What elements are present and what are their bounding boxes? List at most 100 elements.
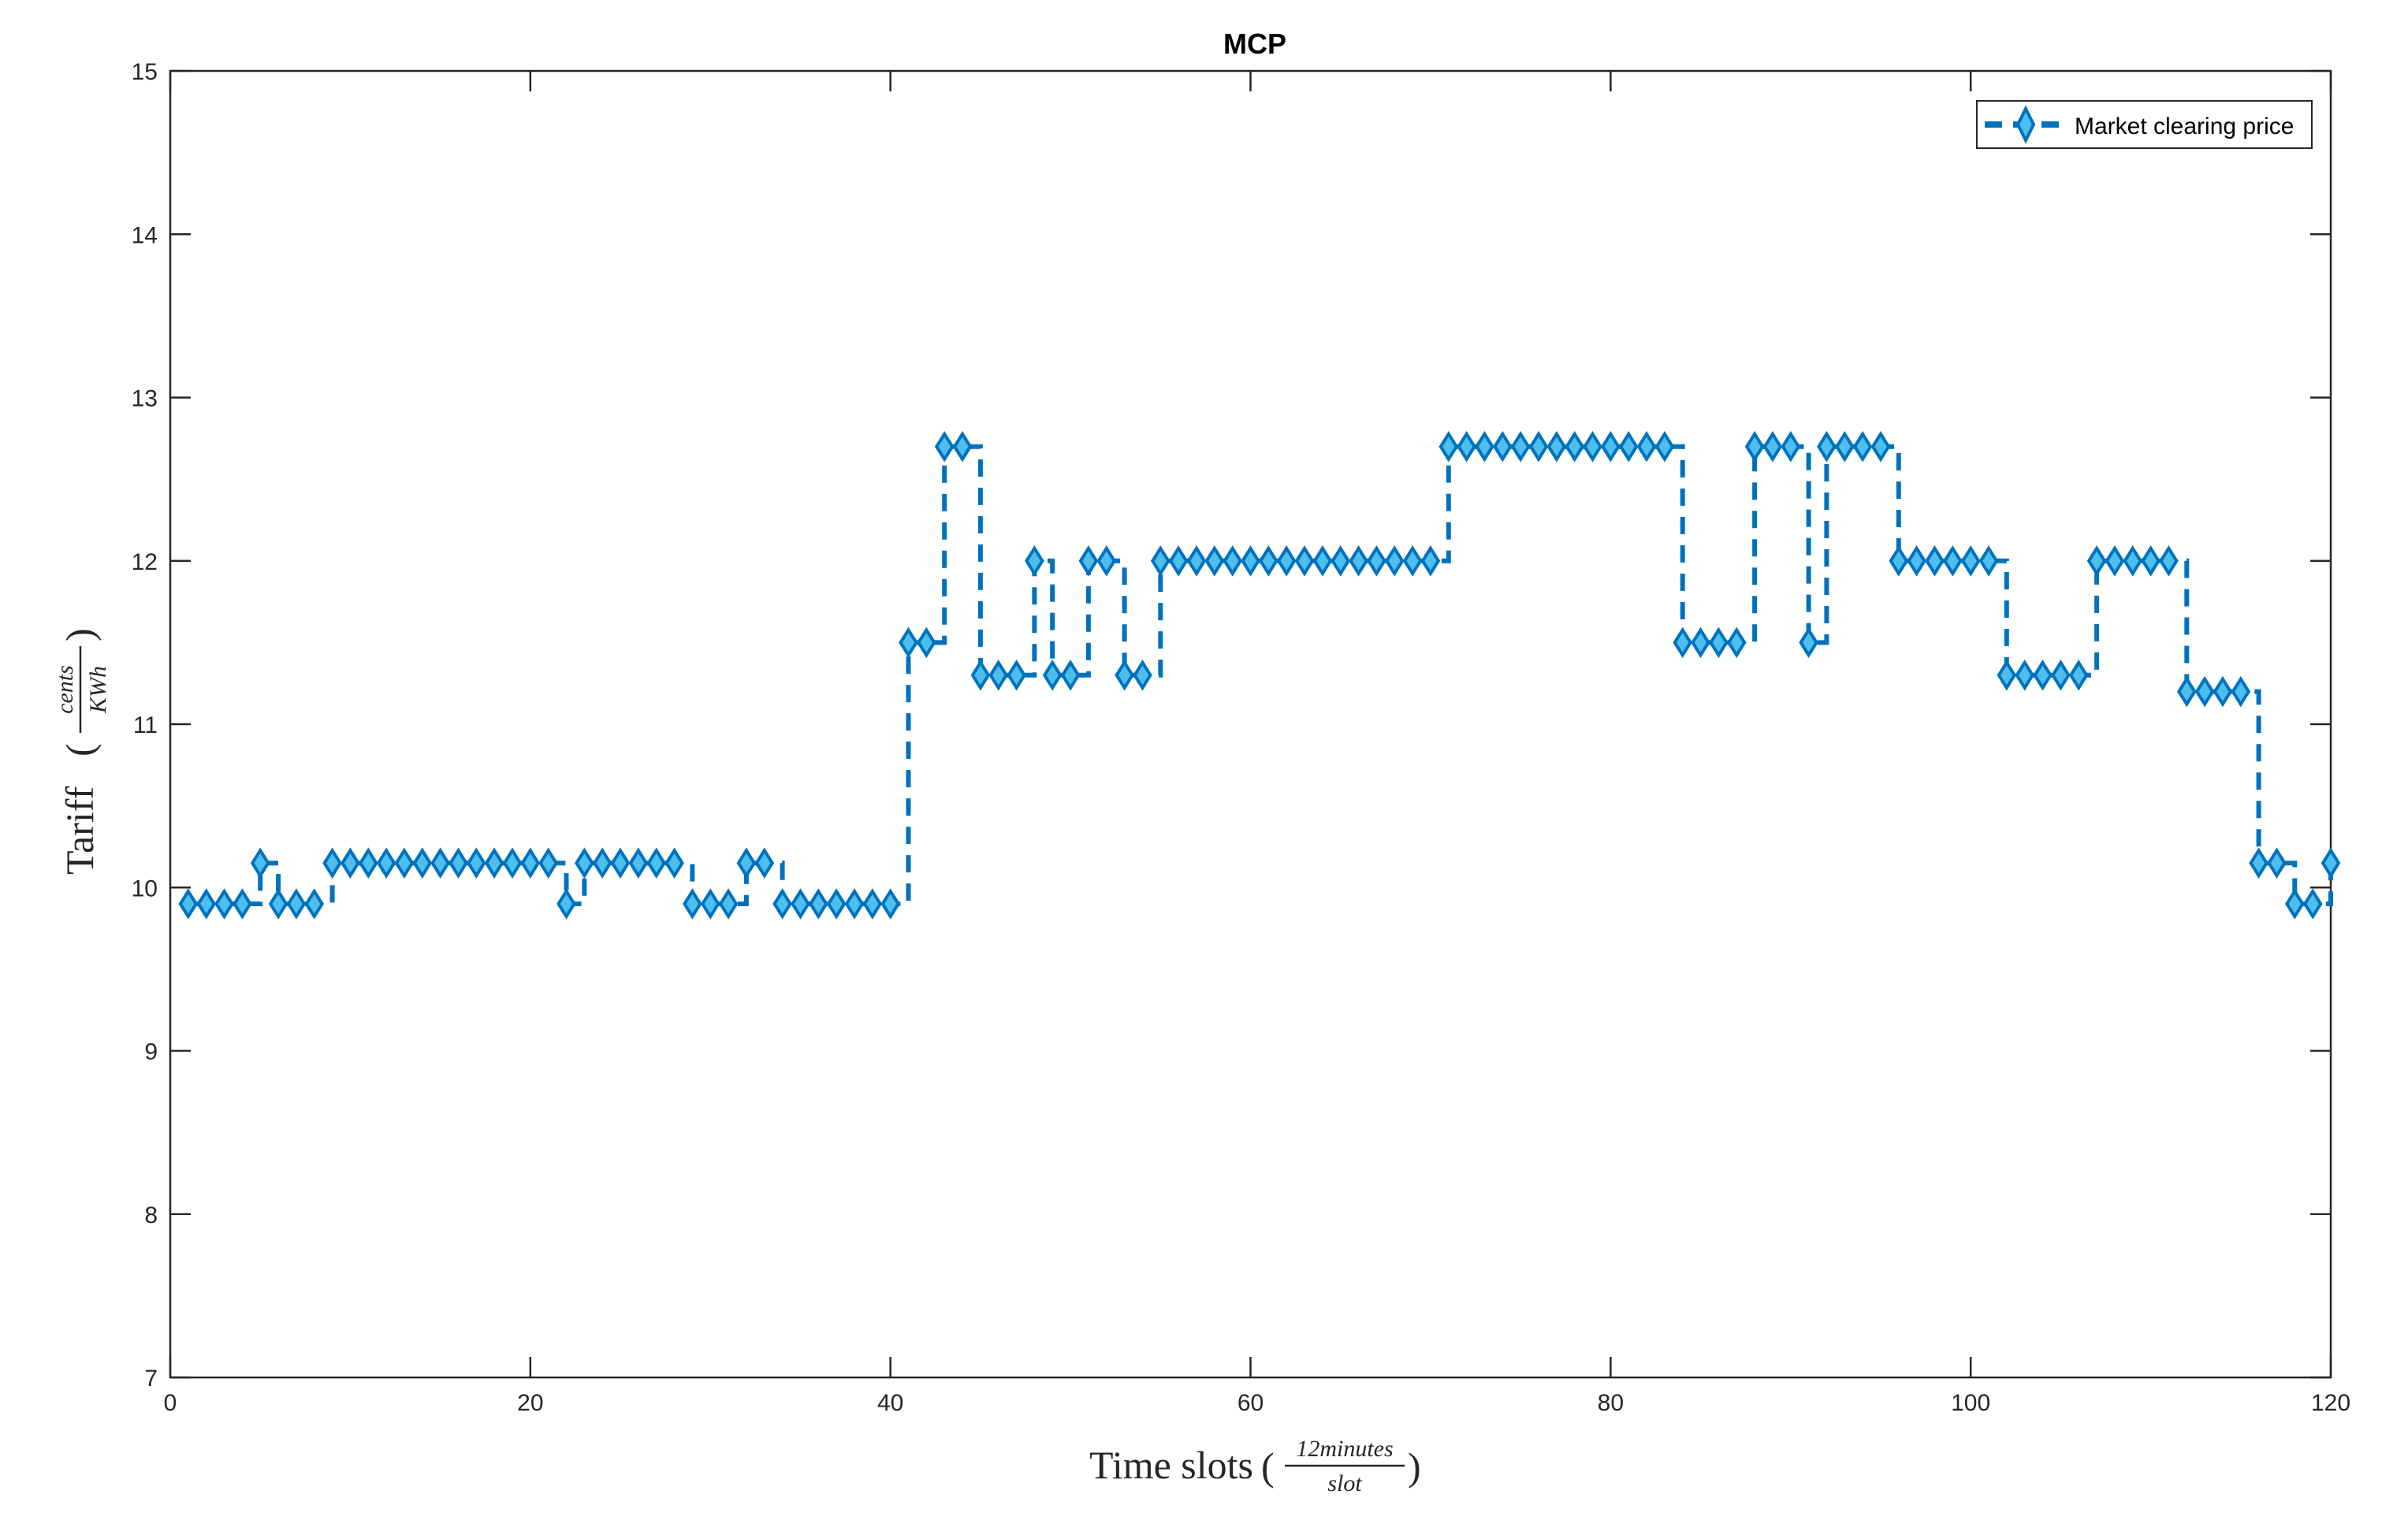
- legend-label: Market clearing price: [2075, 113, 2294, 139]
- y-tick-label: 13: [132, 386, 158, 412]
- data-point-marker: [286, 888, 307, 920]
- y-axis-label-paren-open: (: [58, 743, 102, 756]
- data-point-marker: [341, 847, 360, 879]
- y-tick-label: 11: [133, 712, 158, 738]
- data-point-marker: [1870, 430, 1891, 463]
- data-point-marker: [1115, 660, 1134, 691]
- data-point-marker: [844, 888, 865, 920]
- data-point-marker: [1402, 545, 1423, 577]
- x-axis-label-text: Time slots: [1089, 1443, 1253, 1487]
- x-tick-label: 120: [2311, 1390, 2350, 1416]
- data-point-marker: [2321, 847, 2341, 879]
- data-point-marker: [2194, 675, 2215, 708]
- x-tick-label: 80: [1598, 1390, 1624, 1416]
- data-point-marker: [1744, 430, 1765, 463]
- data-point-marker: [683, 888, 702, 920]
- data-point-marker: [2051, 660, 2071, 691]
- data-point-marker: [1799, 626, 1818, 659]
- data-point-marker: [268, 888, 288, 920]
- data-point-marker: [880, 888, 901, 920]
- data-point-marker: [1889, 545, 1909, 577]
- data-point-marker: [1186, 545, 1207, 577]
- x-tick-label: 60: [1237, 1390, 1264, 1416]
- data-point-marker: [1618, 430, 1639, 463]
- data-point-marker: [2284, 888, 2305, 920]
- data-point-marker: [178, 888, 199, 920]
- data-point-marker: [2086, 545, 2107, 577]
- data-point-marker: [916, 626, 936, 659]
- data-point-marker: [430, 847, 450, 879]
- data-point-marker: [1942, 545, 1963, 577]
- data-point-marker: [1349, 545, 1368, 577]
- x-axis-label-denominator: slot: [1327, 1470, 1362, 1496]
- x-tick-label: 20: [517, 1390, 543, 1416]
- data-point-marker: [2105, 545, 2125, 577]
- data-point-marker: [592, 847, 612, 879]
- data-point-marker: [412, 847, 433, 879]
- data-point-marker: [520, 847, 541, 879]
- y-axis-label-paren-close: ): [58, 628, 102, 641]
- data-point-marker: [2249, 847, 2268, 879]
- data-point-marker: [1852, 430, 1873, 463]
- y-axis-label-denominator: KWh: [85, 666, 111, 714]
- data-point-marker: [1583, 430, 1602, 463]
- chart-title: MCP: [1223, 28, 1286, 60]
- data-point-marker: [1078, 545, 1099, 577]
- data-point-marker: [2159, 545, 2179, 577]
- data-point-marker: [646, 847, 667, 879]
- data-point-marker: [862, 888, 883, 920]
- data-point-marker: [1492, 430, 1513, 463]
- data-point-marker: [1312, 545, 1333, 577]
- data-point-marker: [250, 847, 270, 879]
- y-axis-label-numerator: cents: [52, 665, 78, 714]
- data-point-marker: [322, 847, 342, 879]
- data-point-marker: [196, 888, 217, 920]
- data-point-marker: [556, 888, 576, 920]
- data-point-marker: [502, 847, 523, 879]
- data-point-marker: [1438, 430, 1459, 463]
- x-tick-label: 40: [877, 1390, 903, 1416]
- data-point-marker: [1367, 545, 1386, 577]
- data-point-marker: [1007, 660, 1026, 691]
- data-point-marker: [1654, 430, 1675, 463]
- data-point-marker: [1384, 545, 1405, 577]
- x-axis-label-paren-open: (: [1261, 1444, 1275, 1489]
- data-point-marker: [718, 888, 739, 920]
- data-point-marker: [1600, 430, 1621, 463]
- data-point-marker: [808, 888, 828, 920]
- data-point-marker: [2267, 847, 2287, 879]
- y-tick-label: 7: [144, 1366, 158, 1392]
- data-point-marker: [628, 847, 649, 879]
- data-point-marker: [1781, 430, 1801, 463]
- data-point-marker: [214, 888, 234, 920]
- data-point-marker: [1420, 545, 1441, 577]
- data-point-marker: [772, 888, 792, 920]
- data-point-marker: [754, 847, 775, 879]
- data-point-marker: [1565, 430, 1585, 463]
- data-point-marker: [1691, 626, 1710, 659]
- data-point-marker: [2033, 660, 2053, 691]
- data-point-marker: [1168, 545, 1189, 577]
- data-point-marker: [1042, 660, 1063, 691]
- data-point-marker: [1133, 660, 1152, 691]
- data-point-marker: [952, 430, 973, 463]
- data-point-marker: [376, 847, 396, 879]
- y-tick-label: 8: [144, 1203, 158, 1229]
- data-point-marker: [1096, 545, 1117, 577]
- y-tick-label: 10: [132, 875, 158, 901]
- data-point-marker: [2123, 545, 2143, 577]
- data-point-marker: [1636, 430, 1657, 463]
- plot-area: [178, 430, 2341, 920]
- data-point-marker: [899, 626, 918, 659]
- data-point-marker: [1817, 430, 1837, 463]
- data-point-marker: [1673, 626, 1693, 659]
- data-point-marker: [484, 847, 504, 879]
- data-point-marker: [358, 847, 378, 879]
- data-point-marker: [1997, 660, 2017, 691]
- data-point-marker: [1025, 545, 1044, 577]
- data-point-marker: [700, 888, 720, 920]
- data-point-marker: [466, 847, 486, 879]
- plot-frame: [169, 69, 2332, 1379]
- data-point-marker: [1510, 430, 1531, 463]
